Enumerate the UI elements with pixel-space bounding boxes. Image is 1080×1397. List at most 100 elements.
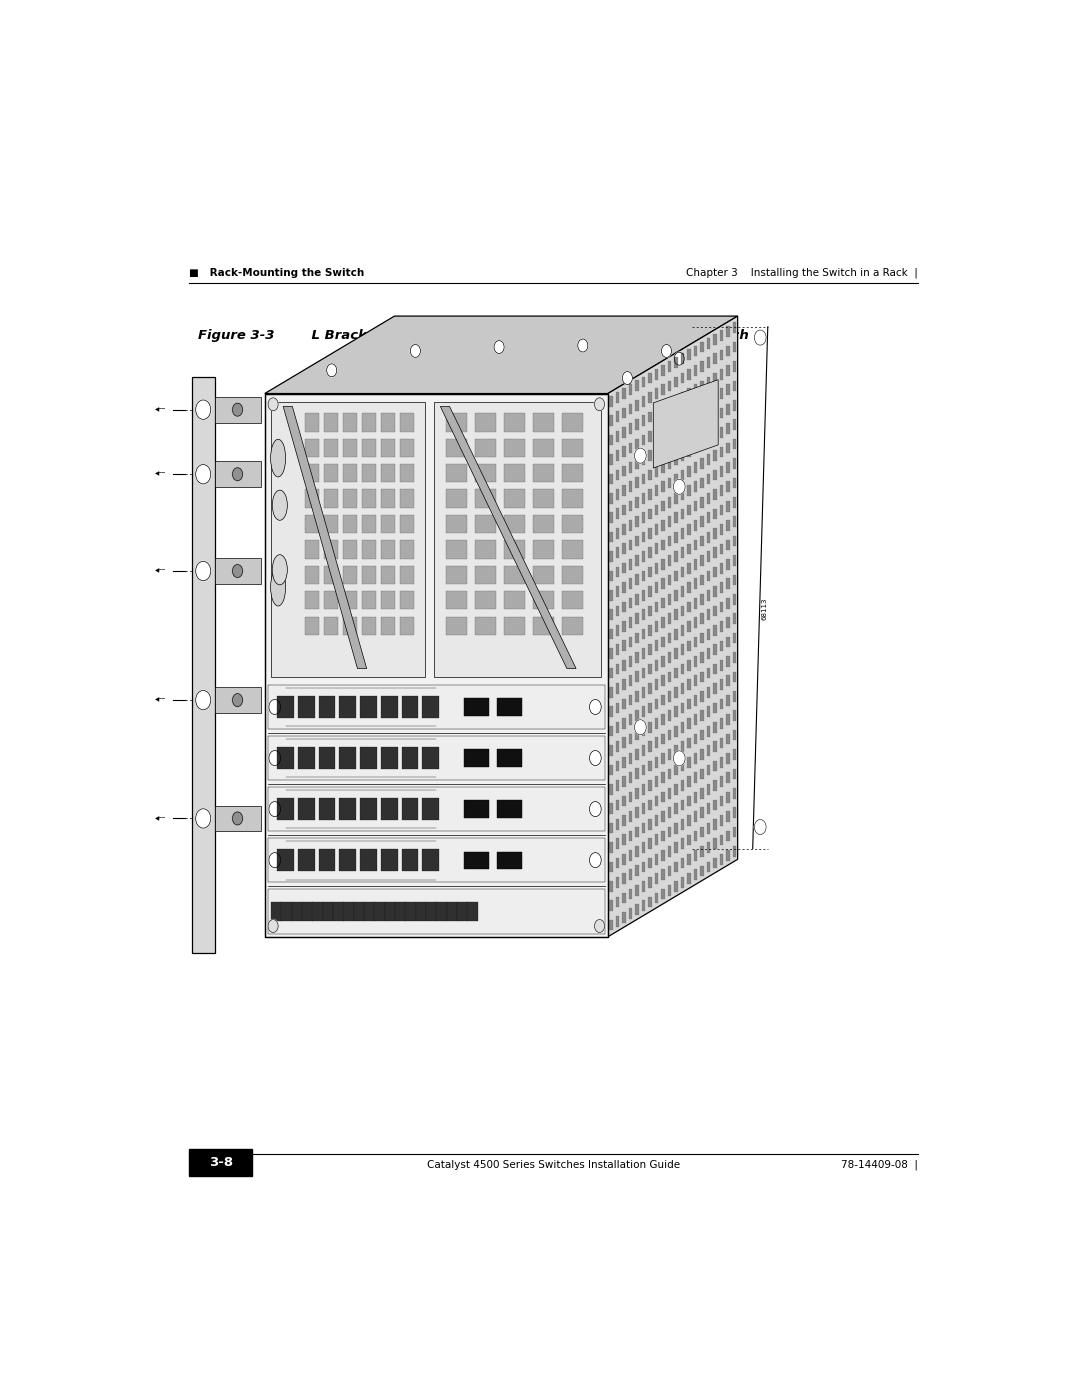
- Polygon shape: [693, 365, 698, 376]
- Polygon shape: [667, 749, 672, 760]
- Polygon shape: [608, 316, 738, 937]
- Circle shape: [674, 479, 685, 495]
- Polygon shape: [661, 578, 665, 590]
- Polygon shape: [635, 672, 639, 682]
- Polygon shape: [687, 640, 691, 651]
- Polygon shape: [629, 404, 633, 415]
- Polygon shape: [667, 555, 672, 566]
- Polygon shape: [706, 629, 711, 640]
- Polygon shape: [732, 478, 737, 489]
- Polygon shape: [298, 696, 314, 718]
- Polygon shape: [687, 854, 691, 865]
- Polygon shape: [648, 450, 652, 461]
- Polygon shape: [642, 434, 646, 446]
- Polygon shape: [687, 796, 691, 806]
- Polygon shape: [339, 849, 356, 872]
- Polygon shape: [713, 353, 717, 365]
- Polygon shape: [661, 773, 665, 784]
- Polygon shape: [353, 901, 364, 921]
- Polygon shape: [674, 629, 678, 640]
- Polygon shape: [457, 901, 468, 921]
- Polygon shape: [713, 606, 717, 616]
- Polygon shape: [693, 714, 698, 725]
- Polygon shape: [497, 852, 523, 869]
- Polygon shape: [719, 408, 724, 419]
- Polygon shape: [609, 474, 613, 485]
- Polygon shape: [713, 393, 717, 402]
- Polygon shape: [268, 838, 605, 883]
- Polygon shape: [680, 548, 685, 557]
- Polygon shape: [687, 659, 691, 671]
- Polygon shape: [726, 676, 730, 686]
- Polygon shape: [648, 819, 652, 830]
- Polygon shape: [562, 616, 583, 634]
- Polygon shape: [629, 384, 633, 395]
- Polygon shape: [674, 513, 678, 522]
- Polygon shape: [680, 509, 685, 520]
- Polygon shape: [642, 629, 646, 640]
- Polygon shape: [693, 657, 698, 666]
- Polygon shape: [706, 590, 711, 601]
- Polygon shape: [706, 745, 711, 756]
- Polygon shape: [719, 796, 724, 806]
- Polygon shape: [693, 520, 698, 531]
- Polygon shape: [362, 489, 376, 507]
- Polygon shape: [629, 539, 633, 550]
- Polygon shape: [719, 563, 724, 574]
- Circle shape: [269, 852, 281, 868]
- Polygon shape: [475, 591, 496, 609]
- Circle shape: [661, 345, 672, 358]
- Polygon shape: [305, 489, 319, 507]
- Polygon shape: [654, 854, 659, 865]
- Polygon shape: [648, 799, 652, 810]
- Polygon shape: [654, 738, 659, 749]
- Polygon shape: [281, 901, 292, 921]
- Polygon shape: [706, 358, 711, 367]
- Polygon shape: [726, 694, 730, 705]
- Polygon shape: [732, 555, 737, 566]
- Polygon shape: [648, 742, 652, 752]
- Polygon shape: [700, 400, 704, 411]
- Polygon shape: [687, 698, 691, 710]
- Polygon shape: [700, 652, 704, 662]
- Polygon shape: [713, 799, 717, 810]
- Polygon shape: [441, 407, 576, 669]
- Polygon shape: [616, 489, 620, 500]
- Polygon shape: [609, 609, 613, 620]
- Polygon shape: [680, 722, 685, 732]
- Circle shape: [195, 400, 211, 419]
- Polygon shape: [192, 377, 215, 953]
- Polygon shape: [609, 726, 613, 736]
- Polygon shape: [693, 792, 698, 802]
- Polygon shape: [680, 819, 685, 830]
- Polygon shape: [629, 908, 633, 919]
- Polygon shape: [324, 489, 338, 507]
- Polygon shape: [642, 842, 646, 854]
- Polygon shape: [381, 591, 395, 609]
- Polygon shape: [654, 543, 659, 555]
- Polygon shape: [700, 342, 704, 352]
- Polygon shape: [654, 679, 659, 690]
- Polygon shape: [719, 738, 724, 749]
- Polygon shape: [713, 780, 717, 791]
- Polygon shape: [706, 571, 711, 581]
- Circle shape: [232, 694, 243, 707]
- Polygon shape: [693, 831, 698, 841]
- Circle shape: [590, 750, 602, 766]
- Polygon shape: [622, 893, 626, 904]
- Polygon shape: [661, 733, 665, 745]
- Polygon shape: [305, 616, 319, 634]
- Polygon shape: [362, 515, 376, 534]
- Polygon shape: [732, 847, 737, 856]
- Polygon shape: [713, 664, 717, 675]
- Polygon shape: [732, 362, 737, 372]
- Polygon shape: [446, 439, 467, 457]
- Polygon shape: [674, 726, 678, 736]
- Polygon shape: [642, 823, 646, 834]
- Polygon shape: [680, 469, 685, 481]
- Polygon shape: [534, 591, 554, 609]
- Polygon shape: [700, 710, 704, 721]
- Polygon shape: [661, 869, 665, 880]
- Polygon shape: [278, 798, 294, 820]
- Polygon shape: [635, 884, 639, 895]
